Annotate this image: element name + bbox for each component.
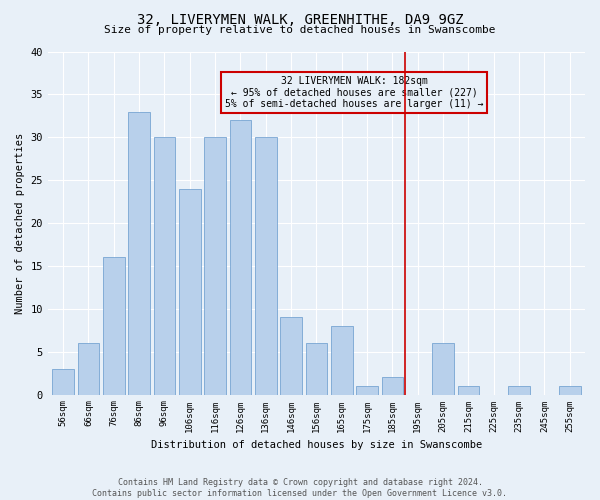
Bar (230, 120, 251, 394)
Bar (559, 386, 581, 394)
Bar (154, 138, 175, 394)
Bar (128, 112, 150, 395)
Bar (179, 188, 200, 394)
Bar (433, 343, 454, 394)
Bar (103, 258, 125, 394)
Bar (356, 386, 378, 394)
Bar (255, 138, 277, 394)
Bar (331, 326, 353, 394)
Bar (280, 318, 302, 394)
Bar (458, 386, 479, 394)
Text: Size of property relative to detached houses in Swanscombe: Size of property relative to detached ho… (104, 25, 496, 35)
Text: 32 LIVERYMEN WALK: 182sqm
← 95% of detached houses are smaller (227)
5% of semi-: 32 LIVERYMEN WALK: 182sqm ← 95% of detac… (225, 76, 484, 108)
Y-axis label: Number of detached properties: Number of detached properties (15, 132, 25, 314)
Bar (77, 343, 99, 394)
Bar (52, 369, 74, 394)
Bar (205, 138, 226, 394)
Text: Contains HM Land Registry data © Crown copyright and database right 2024.
Contai: Contains HM Land Registry data © Crown c… (92, 478, 508, 498)
Bar (305, 343, 327, 394)
Text: 32, LIVERYMEN WALK, GREENHITHE, DA9 9GZ: 32, LIVERYMEN WALK, GREENHITHE, DA9 9GZ (137, 12, 463, 26)
X-axis label: Distribution of detached houses by size in Swanscombe: Distribution of detached houses by size … (151, 440, 482, 450)
Bar (508, 386, 530, 394)
Bar (382, 378, 403, 394)
